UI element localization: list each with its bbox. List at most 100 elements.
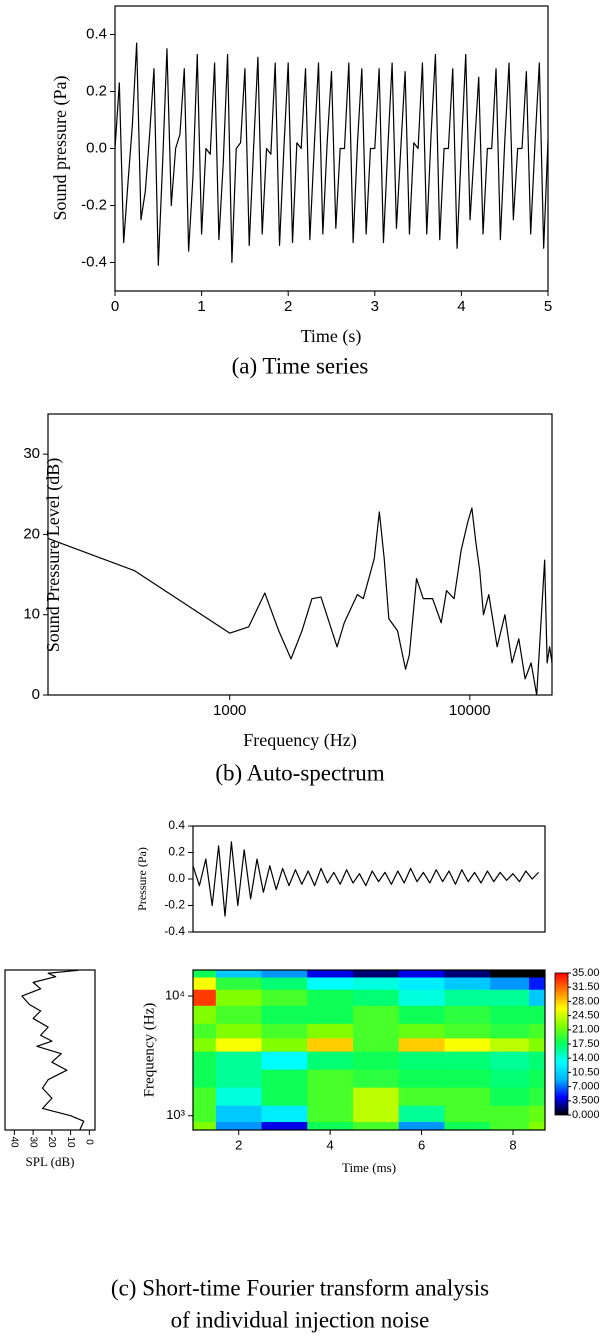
colorbar-label: 0.000 [572, 1109, 600, 1121]
heat-cell [529, 1069, 546, 1088]
y-axis-label: Frequency (Hz) [141, 1003, 157, 1098]
heat-cell [490, 970, 530, 978]
x-tick-label: 2 [284, 298, 292, 315]
plot-frame [192, 969, 546, 1131]
caption: (c) Short-time Fourier transform analysi… [111, 1275, 489, 1300]
colorbar [554, 972, 569, 1116]
x-tick-label: 5 [544, 298, 552, 315]
heat-cell [307, 1069, 354, 1088]
y-tick-label: 10³ [166, 1107, 185, 1122]
heat-cell [215, 1037, 263, 1052]
heat-cell [398, 976, 445, 990]
heat-cell [444, 1037, 491, 1052]
colorbar-label: 7.000 [572, 1081, 600, 1093]
y-tick-label: -0.2 [164, 898, 185, 912]
colorbar-label: 17.50 [572, 1038, 600, 1050]
heat-cell [215, 989, 263, 1006]
heat-cell [193, 1087, 217, 1106]
y-axis-label: Sound Pressure Level (dB) [43, 458, 64, 652]
heat-cell [193, 970, 217, 978]
heat-cell [444, 1069, 491, 1088]
y-tick-label: 30 [23, 445, 40, 462]
heat-cell [490, 1069, 530, 1088]
x-tick-label: 1 [197, 298, 205, 315]
heat-cell [444, 989, 491, 1006]
data-line [21, 969, 85, 1130]
heat-cell [307, 1051, 354, 1070]
x-tick-label: 40 [9, 1136, 20, 1148]
caption: of individual injection noise [171, 1307, 430, 1332]
heat-cell [444, 1051, 491, 1070]
heat-cell [490, 1121, 530, 1131]
heat-cell [353, 1087, 400, 1106]
heat-cell [529, 1105, 546, 1123]
heat-cell [193, 1051, 217, 1070]
colorbar-label: 24.50 [572, 1010, 600, 1022]
heat-cell [444, 1105, 491, 1123]
data-line [114, 42, 549, 266]
heat-cell [444, 976, 491, 990]
x-axis-label: Time (ms) [342, 1160, 396, 1175]
heat-cell [307, 976, 354, 990]
heat-cell [261, 976, 308, 990]
y-tick-label: 10⁴ [165, 987, 185, 1002]
heat-cell [398, 1005, 445, 1024]
y-axis-label: Sound pressure (Pa) [50, 76, 71, 221]
x-tick-label: 6 [418, 1137, 425, 1152]
x-tick-label: 4 [457, 298, 465, 315]
heat-cell [353, 1121, 400, 1131]
heat-cell [490, 1037, 530, 1052]
colorbar-label: 31.50 [572, 981, 600, 993]
heat-cell [529, 989, 546, 1006]
x-tick-label: 3 [371, 298, 379, 315]
heat-cell [215, 1069, 263, 1088]
heat-cell [353, 1051, 400, 1070]
heat-cell [353, 1023, 400, 1039]
heat-cell [398, 1105, 445, 1123]
heat-cell [261, 1121, 308, 1131]
heat-cell [307, 1121, 354, 1131]
x-tick-label: 8 [509, 1137, 516, 1152]
x-tick-label: 10000 [449, 702, 491, 719]
x-axis-label: SPL (dB) [26, 1154, 75, 1169]
heat-cell [261, 1087, 308, 1106]
y-tick-label: 0.2 [86, 82, 107, 99]
heat-cell [529, 1023, 546, 1039]
heat-cell [353, 989, 400, 1006]
x-tick-label: 10 [65, 1136, 76, 1148]
heat-cell [193, 1005, 217, 1024]
heat-cell [193, 1069, 217, 1088]
heat-cell [529, 1037, 546, 1052]
heat-cell [193, 976, 217, 990]
x-tick-label: 0 [84, 1139, 95, 1145]
plot-frame [4, 969, 96, 1131]
heat-cell [261, 1037, 308, 1052]
heat-cell [215, 1023, 263, 1039]
colorbar-label: 10.50 [572, 1066, 600, 1078]
y-tick-label: 0 [32, 686, 40, 703]
heat-cell [353, 1005, 400, 1024]
heat-cell [529, 1005, 546, 1024]
heat-cell [261, 970, 308, 978]
x-tick-label: 2 [235, 1137, 242, 1152]
heat-cell [490, 1105, 530, 1123]
data-line [47, 507, 553, 696]
colorbar-label: 14.00 [572, 1052, 600, 1064]
x-tick-label: 1000 [213, 702, 246, 719]
heat-cell [529, 1051, 546, 1070]
heat-cell [529, 1087, 546, 1106]
heat-cell [307, 970, 354, 978]
heat-cell [215, 1105, 263, 1123]
heat-cell [444, 1005, 491, 1024]
heat-cell [307, 1005, 354, 1024]
y-tick-label: -0.4 [81, 253, 107, 270]
plot-frame [114, 5, 549, 292]
x-tick-label: 0 [111, 298, 119, 315]
heat-cell [193, 1023, 217, 1039]
heat-cell [215, 976, 263, 990]
heat-cell [529, 970, 546, 978]
x-tick-label: 4 [327, 1137, 334, 1152]
heat-cell [490, 1051, 530, 1070]
caption: (a) Time series [232, 353, 369, 378]
